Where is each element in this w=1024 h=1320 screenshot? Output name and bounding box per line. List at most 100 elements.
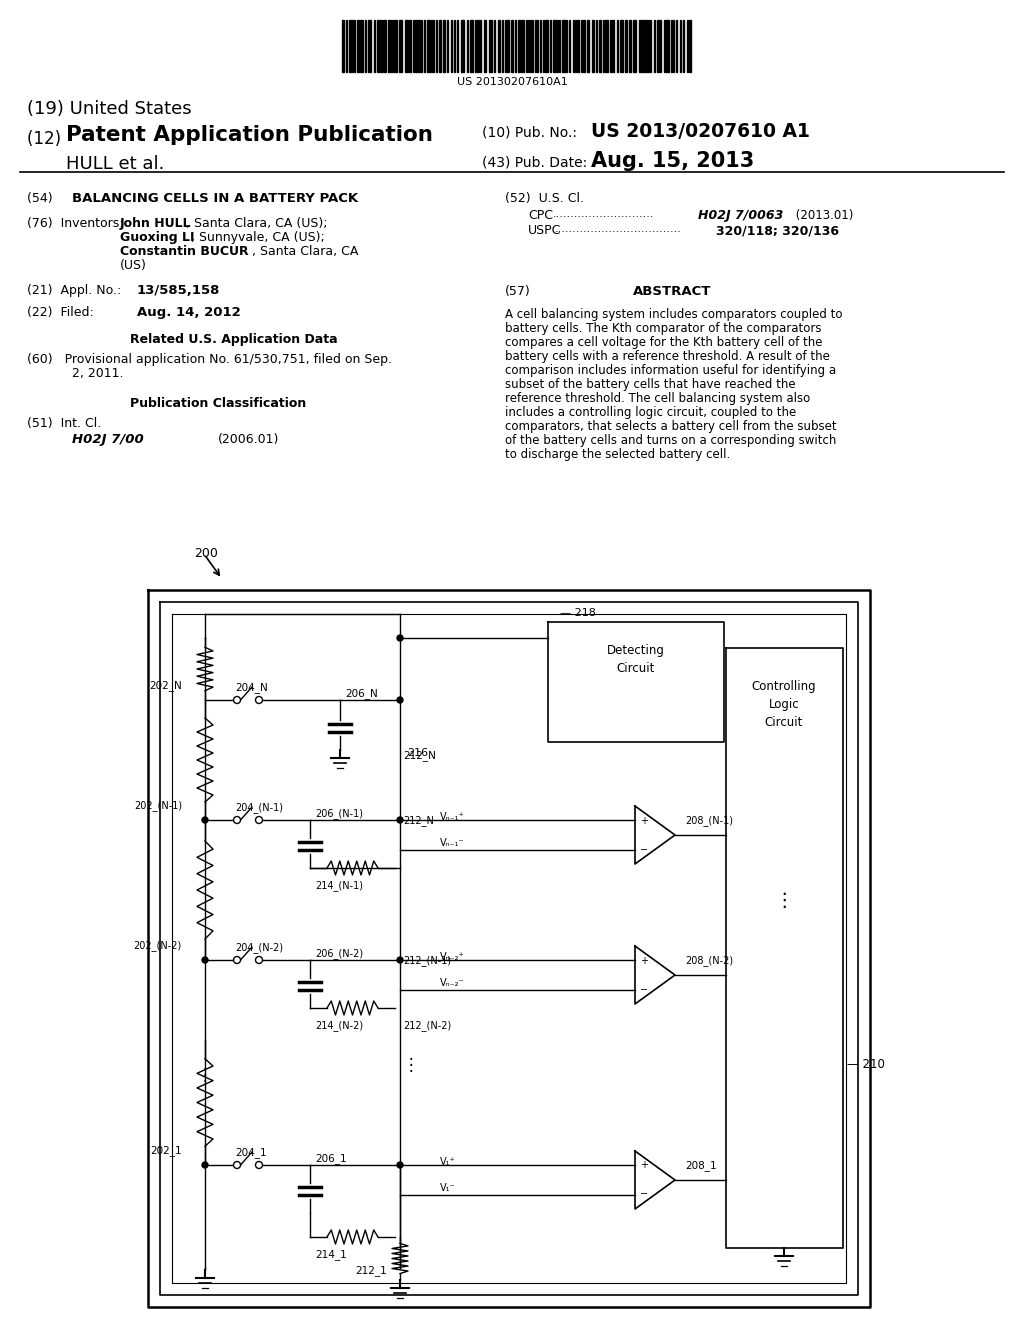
Text: 204_(N-1): 204_(N-1) [234, 803, 283, 813]
Text: −: − [640, 1189, 648, 1200]
Text: Logic: Logic [769, 698, 800, 711]
Bar [625, 20, 627, 73]
Circle shape [256, 1162, 262, 1168]
Text: 13/585,158: 13/585,158 [137, 284, 220, 297]
Bar [439, 20, 441, 73]
Text: 212_1: 212_1 [355, 1265, 387, 1276]
Text: 202_(N-2): 202_(N-2) [134, 940, 182, 950]
Bar [415, 20, 417, 73]
Text: — 210: — 210 [847, 1059, 885, 1071]
Text: ⋮: ⋮ [197, 1067, 213, 1084]
Text: (12): (12) [27, 129, 67, 148]
Text: (43) Pub. Date:: (43) Pub. Date: [482, 154, 587, 169]
Bar [553, 20, 556, 73]
Text: 214_1: 214_1 [315, 1249, 347, 1259]
Circle shape [233, 817, 241, 824]
Text: 206_(N-2): 206_(N-2) [315, 948, 364, 958]
Text: HULL et al.: HULL et al. [66, 154, 165, 173]
Text: Circuit: Circuit [765, 715, 803, 729]
Bar [577, 20, 579, 73]
Text: (54): (54) [27, 191, 60, 205]
Bar [583, 20, 585, 73]
Text: Circuit: Circuit [616, 663, 655, 675]
Text: battery cells with a reference threshold. A result of the: battery cells with a reference threshold… [505, 350, 829, 363]
Text: 208_1: 208_1 [685, 1160, 717, 1171]
Text: (2013.01): (2013.01) [792, 209, 853, 222]
Text: −: − [640, 845, 648, 854]
Circle shape [233, 1162, 241, 1168]
Bar [349, 20, 351, 73]
Text: +: + [640, 1160, 648, 1171]
Bar [383, 20, 386, 73]
Circle shape [397, 957, 403, 964]
Text: Publication Classification: Publication Classification [130, 397, 306, 411]
Text: (51)  Int. Cl.: (51) Int. Cl. [27, 417, 101, 430]
Text: H02J 7/00: H02J 7/00 [72, 433, 143, 446]
Bar [427, 20, 430, 73]
Bar [518, 20, 520, 73]
Bar [511, 20, 513, 73]
Text: +: + [640, 816, 648, 825]
Text: Related U.S. Application Data: Related U.S. Application Data [130, 333, 338, 346]
Bar [380, 20, 382, 73]
Text: US 20130207610A1: US 20130207610A1 [457, 77, 567, 87]
Text: V₁⁻: V₁⁻ [440, 1183, 456, 1193]
Text: comparison includes information useful for identifying a: comparison includes information useful f… [505, 364, 837, 378]
Text: US 2013/0207610 A1: US 2013/0207610 A1 [591, 121, 810, 141]
Bar [612, 20, 614, 73]
Text: 208_(N-2): 208_(N-2) [685, 954, 733, 966]
Text: BALANCING CELLS IN A BATTERY PACK: BALANCING CELLS IN A BATTERY PACK [72, 191, 358, 205]
Text: 214_(N-2): 214_(N-2) [315, 1020, 364, 1031]
Bar [409, 20, 411, 73]
Text: (60)   Provisional application No. 61/530,751, filed on Sep.: (60) Provisional application No. 61/530,… [27, 352, 392, 366]
Bar [477, 20, 479, 73]
Bar [360, 20, 362, 73]
Bar [689, 20, 691, 73]
Text: Aug. 14, 2012: Aug. 14, 2012 [137, 306, 241, 319]
Bar [418, 20, 420, 73]
Bar [377, 20, 379, 73]
Text: 320/118; 320/136: 320/118; 320/136 [716, 224, 839, 238]
Text: Constantin BUCUR: Constantin BUCUR [120, 246, 249, 257]
Text: ABSTRACT: ABSTRACT [633, 285, 712, 298]
Bar [592, 20, 594, 73]
Circle shape [256, 957, 262, 964]
Text: (19) United States: (19) United States [27, 100, 191, 117]
Text: ⋮: ⋮ [774, 891, 794, 909]
Text: 206_N: 206_N [345, 688, 378, 698]
Text: +: + [640, 956, 648, 965]
Text: ⋮: ⋮ [403, 1056, 420, 1074]
Text: (10) Pub. No.:: (10) Pub. No.: [482, 125, 582, 139]
Text: subset of the battery cells that have reached the: subset of the battery cells that have re… [505, 378, 796, 391]
Text: 212_N: 212_N [403, 814, 434, 826]
Text: of the battery cells and turns on a corresponding switch: of the battery cells and turns on a corr… [505, 434, 837, 447]
Text: Aug. 15, 2013: Aug. 15, 2013 [591, 150, 755, 172]
Text: John HULL: John HULL [120, 216, 191, 230]
Text: 206_1: 206_1 [315, 1152, 347, 1164]
Text: — 218: — 218 [560, 609, 596, 618]
Text: includes a controlling logic circuit, coupled to the: includes a controlling logic circuit, co… [505, 407, 797, 418]
Circle shape [397, 635, 403, 642]
Text: 204_(N-2): 204_(N-2) [234, 942, 283, 953]
Bar [395, 20, 397, 73]
Text: ...................................: ................................... [555, 224, 682, 234]
Circle shape [397, 1162, 403, 1168]
Circle shape [202, 817, 208, 822]
Text: (21)  Appl. No.:: (21) Appl. No.: [27, 284, 121, 297]
Bar [641, 20, 643, 73]
Text: reference threshold. The cell balancing system also: reference threshold. The cell balancing … [505, 392, 810, 405]
Text: battery cells. The Kth comparator of the comparators: battery cells. The Kth comparator of the… [505, 322, 821, 335]
Bar [484, 20, 486, 73]
Circle shape [202, 957, 208, 964]
Text: H02J 7/0063: H02J 7/0063 [698, 209, 783, 222]
Text: 212_(N-1): 212_(N-1) [403, 954, 452, 966]
Bar [633, 20, 636, 73]
Text: ............................: ............................ [553, 209, 654, 219]
Text: Vₙ₋₁⁻: Vₙ₋₁⁻ [440, 838, 465, 847]
Text: , Santa Clara, CA (US);: , Santa Clara, CA (US); [186, 216, 328, 230]
Text: 204_1: 204_1 [234, 1147, 266, 1158]
Bar [357, 20, 359, 73]
Text: Vₙ₋₂⁻: Vₙ₋₂⁻ [440, 978, 465, 987]
Bar [443, 20, 445, 73]
Text: 200: 200 [194, 546, 218, 560]
